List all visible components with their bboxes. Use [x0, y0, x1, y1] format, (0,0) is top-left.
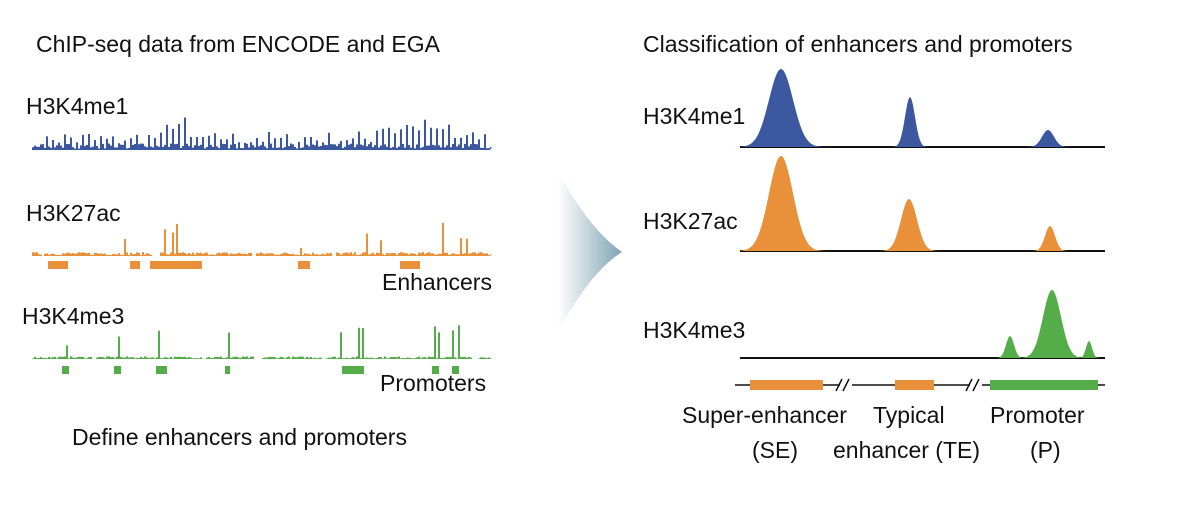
promoter-bar — [225, 366, 230, 374]
track-label: H3K27ac — [26, 200, 121, 226]
legend-label: enhancer (TE) — [833, 437, 980, 463]
region-label: Enhancers — [382, 269, 492, 295]
enhancer-bar — [400, 261, 420, 269]
te-bar — [895, 380, 934, 390]
promoter-bar — [342, 366, 364, 374]
promoter-bar — [62, 366, 69, 374]
legend-label: Super-enhancer — [682, 402, 847, 428]
enhancer-bar — [48, 261, 68, 269]
track-label: H3K4me3 — [22, 303, 124, 329]
legend-label: Promoter — [990, 402, 1085, 428]
peak — [890, 97, 930, 147]
se-bar — [750, 380, 823, 390]
right-title: Classification of enhancers and promoter… — [643, 31, 1073, 57]
legend-label: Typical — [873, 402, 945, 428]
left-title: ChIP-seq data from ENCODE and EGA — [36, 31, 441, 57]
left-caption: Define enhancers and promoters — [72, 424, 407, 450]
promoter-bar — [432, 366, 439, 374]
track-label: H3K4me1 — [26, 93, 128, 119]
peak — [1024, 130, 1072, 147]
arrow — [558, 172, 622, 332]
break — [835, 378, 980, 392]
signal-track — [32, 222, 492, 256]
signal-track — [32, 117, 492, 150]
track-label: H3K27ac — [643, 208, 738, 234]
track-label: H3K4me3 — [643, 317, 745, 343]
peak — [1030, 226, 1070, 251]
track-label: H3K4me1 — [643, 103, 745, 129]
enhancer-bar — [150, 261, 202, 269]
p-bar — [990, 380, 1098, 390]
enhancer-bar — [298, 261, 310, 269]
legend-label: (SE) — [752, 437, 798, 463]
legend-label: (P) — [1030, 437, 1061, 463]
peak — [1016, 290, 1088, 358]
enhancer-bar — [130, 261, 140, 269]
signal-track — [32, 325, 492, 359]
peak — [1077, 341, 1101, 358]
peak — [994, 336, 1026, 358]
peak — [733, 156, 829, 251]
promoter-bar — [156, 366, 167, 374]
promoter-bar — [114, 366, 121, 374]
peak — [733, 69, 829, 147]
promoter-bar — [452, 366, 459, 374]
peak — [877, 199, 941, 251]
region-label: Promoters — [380, 370, 486, 396]
